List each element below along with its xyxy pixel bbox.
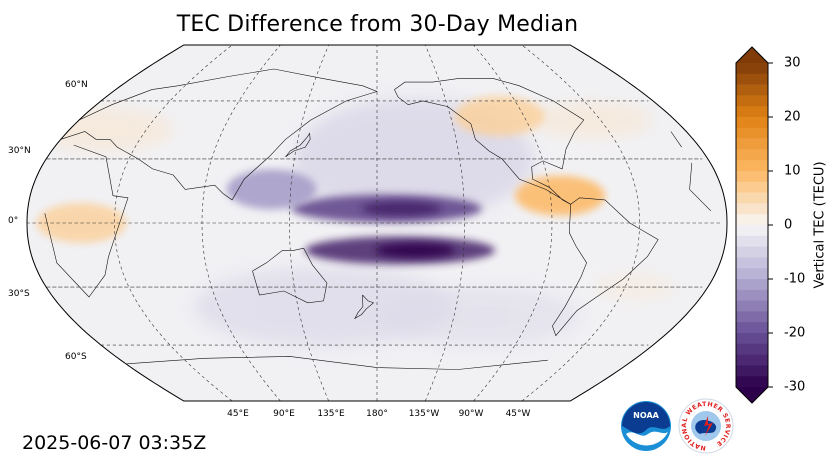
colorbar-segment: [736, 279, 768, 291]
eurasia-coast: [60, 68, 682, 201]
gridline-lon: [473, 45, 553, 401]
japan-coast: [285, 132, 311, 158]
colorbar-segment: [736, 225, 768, 237]
colorbar-segment: [736, 343, 768, 355]
colorbar-segment: [736, 268, 768, 280]
lon-label-45e: 45°E: [227, 409, 249, 419]
colorbar-segment: [736, 160, 768, 172]
colorbar-segment: [736, 246, 768, 258]
colorbar-segment: [736, 257, 768, 269]
colorbar-segment: [736, 192, 768, 204]
colorbar-segment: [736, 376, 768, 388]
anomaly-region: [33, 107, 174, 152]
colorbar-segment: [736, 149, 768, 161]
colorbar-tick-neg20: -20: [784, 325, 806, 341]
colorbar-segment: [736, 127, 768, 139]
colorbar-tick-30: 30: [784, 55, 801, 71]
colorbar-segment: [736, 181, 768, 193]
gridline-lon: [201, 45, 281, 401]
colorbar-segment: [736, 365, 768, 377]
colorbar-segment: [736, 354, 768, 366]
australia-coast: [252, 247, 328, 304]
anomaly-feature: [515, 175, 606, 216]
colorbar-tick-0: 0: [784, 217, 793, 233]
map-title: TEC Difference from 30-Day Median: [176, 12, 579, 37]
coastline-layer: [44, 68, 712, 370]
anomaly-region: [532, 101, 653, 138]
lat-label-30n: 30°N: [8, 146, 31, 156]
noaa-logo-text: NOAA: [633, 411, 659, 420]
colorbar-segment: [736, 73, 768, 85]
colorbar-segment: [736, 322, 768, 334]
south-america-coast: [552, 197, 659, 337]
colorbar-tick-neg30: -30: [784, 379, 806, 395]
colorbar-segment: [736, 63, 768, 75]
anomaly-core: [361, 201, 442, 216]
lat-label-60n: 60°N: [65, 80, 88, 90]
lat-label-equator: 0°: [8, 216, 19, 226]
colorbar-segment: [736, 289, 768, 301]
lat-label-30s: 30°S: [8, 289, 30, 299]
gridline-lon: [425, 45, 465, 401]
anomaly-feature: [454, 96, 545, 137]
colorbar-segment: [736, 171, 768, 183]
africa-coast: [44, 144, 712, 298]
colorbar-extend-max: [736, 47, 768, 63]
timestamp: 2025-06-07 03:35Z: [22, 432, 207, 454]
colorbar-tick-10: 10: [784, 163, 801, 179]
new-zealand-coast: [354, 294, 375, 320]
lon-label-180: 180°: [366, 409, 388, 419]
lon-label-135w: 135°W: [408, 409, 440, 419]
noaa-logo: NOAA: [621, 401, 671, 451]
colorbar-segment: [736, 84, 768, 96]
colorbar-segment: [736, 106, 768, 118]
colorbar-tick-neg10: -10: [784, 271, 806, 287]
north-america-coast: [394, 78, 585, 205]
colorbar-segment: [736, 138, 768, 150]
lat-label-60s: 60°S: [65, 352, 87, 362]
globe-outline: [26, 44, 728, 402]
lon-label-45w: 45°W: [505, 409, 531, 419]
anomaly-region: [379, 286, 580, 347]
colorbar-segment: [736, 95, 768, 107]
anomaly-core: [375, 243, 456, 258]
anomaly-layer: [33, 96, 675, 347]
gridline-lon: [289, 45, 329, 401]
anomaly-feature: [226, 169, 317, 210]
lon-label-90e: 90°E: [273, 409, 295, 419]
colorbar: [735, 46, 773, 404]
colorbar-tick-20: 20: [784, 109, 801, 125]
lon-label-90w: 90°W: [458, 409, 484, 419]
nws-logo: NATIONAL WEATHER SERVICE: [678, 398, 734, 454]
colorbar-label: Vertical TEC (TECU): [812, 161, 828, 289]
colorbar-segment: [736, 235, 768, 247]
colorbar-segment: [736, 300, 768, 312]
colorbar-segment: [736, 203, 768, 215]
colorbar-segment: [736, 311, 768, 323]
lon-label-135e: 135°E: [317, 409, 345, 419]
colorbar-segment: [736, 117, 768, 129]
colorbar-segment: [736, 214, 768, 226]
colorbar-extend-min: [736, 387, 768, 403]
colorbar-segment: [736, 333, 768, 345]
